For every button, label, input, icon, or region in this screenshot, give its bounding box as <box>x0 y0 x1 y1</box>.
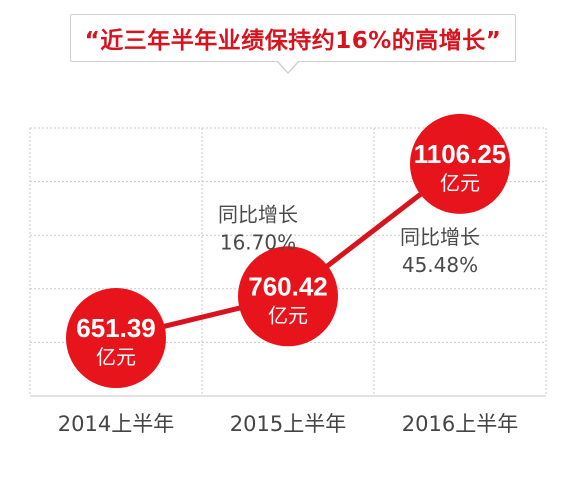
growth-annotation: 同比增长 45.48% <box>400 225 480 277</box>
x-axis-labels: 2014上半年 2015上半年 2016上半年 <box>58 412 518 436</box>
growth-label: 同比增长 <box>218 202 298 226</box>
x-tick-label: 2014上半年 <box>58 412 174 436</box>
data-point-marker <box>410 113 510 214</box>
growth-value: 45.48% <box>402 253 478 277</box>
data-point-unit: 亿元 <box>440 171 480 195</box>
data-point-value: 651.39 <box>76 313 156 343</box>
data-point-value: 1106.25 <box>414 139 507 169</box>
x-tick-label: 2015上半年 <box>230 412 346 436</box>
data-point-unit: 亿元 <box>268 303 308 327</box>
chart-title: “近三年半年业绩保持约16%的高增长” <box>84 28 502 54</box>
data-point-marker <box>66 288 166 389</box>
data-point-unit: 亿元 <box>96 345 136 369</box>
growth-annotations: 同比增长 16.70% 同比增长 45.48% <box>218 202 480 277</box>
data-point-value: 760.42 <box>248 271 328 301</box>
title-pointer-fill <box>278 61 298 72</box>
x-tick-label: 2016上半年 <box>402 412 518 436</box>
title-box: “近三年半年业绩保持约16%的高增长” <box>70 14 516 62</box>
growth-label: 同比增长 <box>400 225 480 249</box>
data-point-marker <box>238 246 338 347</box>
growth-annotation: 同比增长 16.70% <box>218 202 298 254</box>
growth-value: 16.70% <box>220 230 296 254</box>
